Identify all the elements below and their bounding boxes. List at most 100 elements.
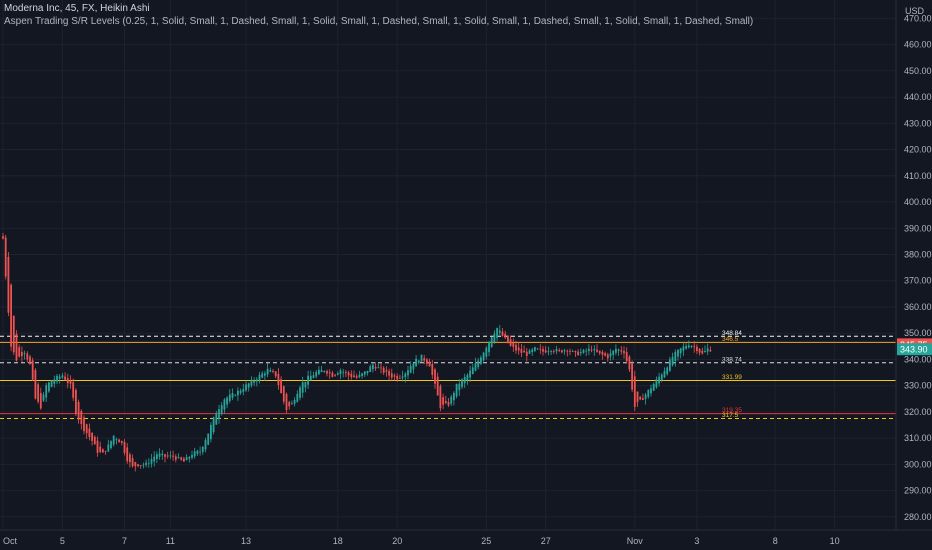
candle-body [107, 444, 110, 452]
candle-body [326, 371, 328, 374]
candle-body [307, 375, 309, 385]
time-tick-label: 13 [241, 536, 251, 546]
candle-body [701, 350, 704, 354]
time-tick-label: 11 [166, 536, 175, 546]
chart-legend: Moderna Inc, 45, FX, Heikin Ashi Aspen T… [4, 2, 753, 28]
candle-body [282, 386, 285, 402]
candle-body [650, 388, 652, 394]
candle-body [93, 436, 96, 445]
time-axis[interactable]: Oct 5 7 11 13 18 20 25 27 Nov 3 8 10 [3, 536, 840, 546]
candle-body [39, 392, 42, 409]
price-tick-label: 450.00 [904, 66, 932, 76]
candle-body [366, 370, 369, 374]
candle-body [431, 363, 434, 375]
candle-body [42, 394, 45, 401]
candle-body [444, 400, 447, 403]
symbol-title[interactable]: Moderna Inc, 45, FX, Heikin Ashi [4, 3, 150, 14]
price-tick-label: 440.00 [904, 92, 932, 102]
price-tick-label: 460.00 [904, 40, 932, 50]
candle-body [477, 360, 480, 368]
candle-body [255, 379, 258, 382]
candle-body [488, 341, 490, 353]
candle-body [18, 347, 21, 357]
candle-body [525, 351, 528, 356]
price-axis[interactable]: 470.00 460.00 450.00 440.00 430.00 420.00 410.… [904, 13, 932, 522]
candle-body [210, 424, 212, 440]
candle-body [112, 435, 115, 445]
candle-body [4, 237, 7, 277]
candle-body [223, 399, 226, 410]
candle-body [207, 433, 210, 445]
candle-body [258, 374, 261, 381]
candle-body [501, 331, 504, 336]
candle-body [593, 348, 596, 351]
time-tick-label: Oct [3, 536, 18, 546]
level-label: 338.74 [722, 356, 742, 363]
candle-body [396, 375, 399, 380]
candle-body [183, 458, 185, 462]
candle-body [690, 346, 693, 347]
candle-body [228, 394, 231, 402]
candle-body [385, 370, 388, 372]
time-tick-label: 25 [481, 536, 491, 546]
candle-body [547, 351, 550, 353]
level-label: 319.35 [722, 407, 742, 414]
candle-body [291, 403, 293, 405]
candle-body [58, 376, 61, 379]
candle-body [536, 348, 539, 350]
candle-body [658, 376, 660, 384]
candle-body [21, 351, 23, 357]
candle-body [26, 353, 29, 360]
time-tick-label: 20 [392, 536, 402, 546]
candle-body [188, 457, 191, 459]
candle-body [485, 347, 488, 357]
candle-body [380, 367, 382, 369]
candle-body [347, 372, 350, 376]
grid-lines [0, 0, 896, 530]
candle-body [177, 457, 180, 458]
time-tick-label: 18 [333, 536, 343, 546]
candle-body [131, 458, 134, 467]
candle-body [153, 456, 156, 462]
candle-body [436, 376, 439, 396]
candle-body [218, 409, 220, 419]
candle-body [118, 439, 120, 443]
candle-body [606, 354, 609, 359]
candle-body [126, 447, 129, 462]
candle-body [382, 367, 385, 373]
price-tick-label: 320.00 [904, 407, 932, 417]
level-label: 317.5 [722, 412, 739, 419]
candle-body [201, 446, 204, 452]
candle-body [45, 385, 48, 398]
candle-body [323, 371, 326, 372]
candle-body [104, 450, 107, 452]
candle-body [334, 374, 336, 376]
candle-body [471, 367, 474, 375]
candle-body [318, 369, 320, 375]
candle-body [272, 370, 274, 372]
candle-body [469, 370, 471, 378]
candle-body [37, 384, 39, 402]
candle-body [336, 373, 339, 375]
candle-body [158, 453, 161, 457]
candle-body [199, 451, 201, 453]
candle-body [669, 359, 671, 371]
candle-body [363, 371, 366, 375]
indicator-title[interactable]: Aspen Trading S/R Levels (0.25, 1, Solid… [4, 16, 754, 27]
candle-body [625, 352, 628, 362]
price-tick-label: 350.00 [904, 328, 932, 338]
candle-body [212, 417, 215, 433]
candle-body [666, 367, 669, 375]
candle-body [709, 349, 712, 352]
candle-body [91, 432, 93, 441]
candle-body [674, 352, 677, 361]
candle-body [64, 376, 66, 380]
candle-body [242, 389, 245, 392]
candle-body [685, 346, 687, 349]
candle-body [169, 455, 172, 457]
candle-body [493, 333, 496, 343]
candle-body [601, 351, 604, 355]
